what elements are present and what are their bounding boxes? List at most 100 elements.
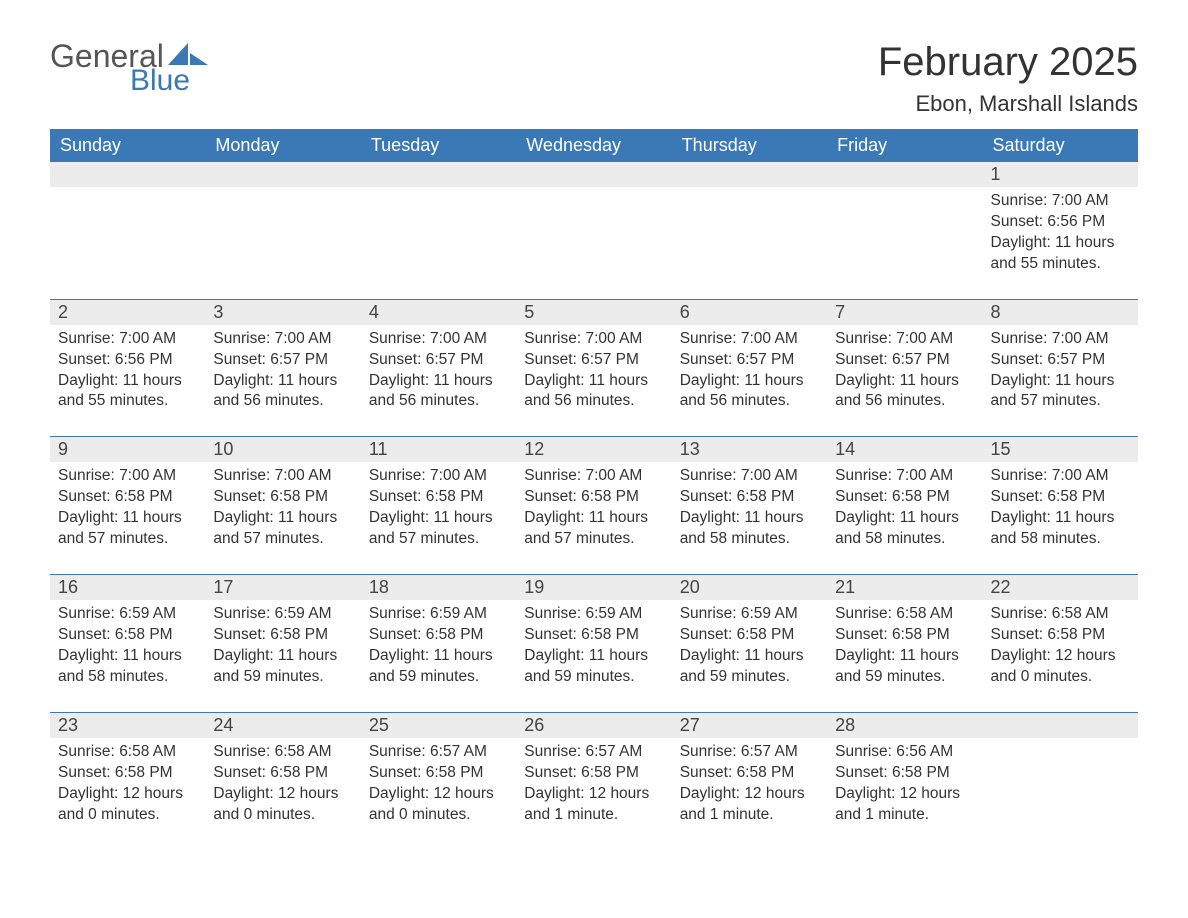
sunset-line: Sunset: 6:56 PM [991,212,1130,233]
day-number-cell: 10 [205,437,360,462]
header: General Blue February 2025 Ebon, Marshal… [50,40,1138,117]
month-title: February 2025 [878,40,1138,85]
daylight-label: Daylight: [524,647,584,664]
sunset-line: Sunset: 6:57 PM [835,350,974,371]
sunrise-line: Sunrise: 6:59 AM [369,604,508,625]
sunrise-value: 6:57 AM [430,743,487,760]
sunrise-value: 7:00 AM [430,330,487,347]
location: Ebon, Marshall Islands [878,91,1138,117]
sunrise-value: 7:00 AM [119,467,176,484]
week-head-row: 2345678 [50,300,1138,325]
daylight-line: Daylight: 11 hours and 59 minutes. [369,646,508,688]
sunrise-line: Sunrise: 7:00 AM [58,466,197,487]
sunset-value: 6:58 PM [737,626,795,643]
sunset-line: Sunset: 6:58 PM [835,487,974,508]
day-number-cell [50,162,205,187]
day-detail-cell: Sunrise: 6:58 AMSunset: 6:58 PMDaylight:… [50,738,205,850]
sunset-line: Sunset: 6:57 PM [680,350,819,371]
sunrise-value: 7:00 AM [741,467,798,484]
daylight-line: Daylight: 11 hours and 57 minutes. [991,371,1130,413]
sunset-line: Sunset: 6:58 PM [213,487,352,508]
day-detail-cell [672,187,827,299]
sunset-label: Sunset: [213,351,266,368]
day-detail-cell: Sunrise: 6:59 AMSunset: 6:58 PMDaylight:… [361,600,516,712]
daylight-line: Daylight: 11 hours and 58 minutes. [680,508,819,550]
day-detail-cell [827,187,982,299]
sunset-label: Sunset: [369,351,422,368]
dayname-saturday: Saturday [983,129,1138,162]
sunrise-label: Sunrise: [991,467,1048,484]
week-body-row: Sunrise: 6:59 AM Sunset: 6:58 PM Daylight:… [50,600,1138,712]
sunrise-value: 6:56 AM [896,743,953,760]
sunset-label: Sunset: [835,764,888,781]
daylight-label: Daylight: [369,509,429,526]
sunrise-label: Sunrise: [680,467,737,484]
sunset-value: 6:57 PM [581,351,639,368]
day-detail-cell [983,738,1138,850]
sunrise-line: Sunrise: 7:00 AM [213,466,352,487]
sunrise-value: 7:00 AM [1052,330,1109,347]
sunrise-label: Sunrise: [213,330,270,347]
sunrise-label: Sunrise: [524,743,581,760]
sunset-label: Sunset: [680,626,733,643]
daylight-label: Daylight: [58,647,118,664]
calendar-table: SundayMondayTuesdayWednesdayThursdayFrid… [50,129,1138,849]
daylight-label: Daylight: [991,647,1051,664]
sunrise-value: 7:00 AM [1052,467,1109,484]
sunrise-value: 6:59 AM [585,605,642,622]
sunset-value: 6:58 PM [737,764,795,781]
day-detail-cell: Sunrise: 7:00 AMSunset: 6:57 PMDaylight:… [827,325,982,437]
sunrise-line: Sunrise: 7:00 AM [524,329,663,350]
daylight-line: Daylight: 11 hours and 57 minutes. [58,508,197,550]
week-head-row: 9101112131415 [50,437,1138,462]
sunrise-label: Sunrise: [524,330,581,347]
day-detail-cell: Sunrise: 6:57 AMSunset: 6:58 PMDaylight:… [516,738,671,850]
sunrise-line: Sunrise: 7:00 AM [835,329,974,350]
daylight-label: Daylight: [58,785,118,802]
sunrise-line: Sunrise: 7:00 AM [991,191,1130,212]
sunset-value: 6:56 PM [1047,213,1105,230]
daylight-line: Daylight: 12 hours and 1 minute. [680,784,819,826]
sunset-value: 6:58 PM [1047,626,1105,643]
sunset-value: 6:57 PM [737,351,795,368]
sunset-value: 6:58 PM [581,488,639,505]
sunset-value: 6:56 PM [115,351,173,368]
sunset-value: 6:58 PM [270,764,328,781]
day-detail-cell: Sunrise: 7:00 AMSunset: 6:56 PMDaylight:… [983,187,1138,299]
sunset-value: 6:57 PM [892,351,950,368]
day-number-cell [827,162,982,187]
sunset-label: Sunset: [524,488,577,505]
sunset-value: 6:58 PM [115,764,173,781]
sunset-value: 6:57 PM [426,351,484,368]
sunrise-line: Sunrise: 6:58 AM [58,742,197,763]
sunrise-label: Sunrise: [991,192,1048,209]
sunrise-label: Sunrise: [58,605,115,622]
sunrise-label: Sunrise: [58,743,115,760]
day-detail-cell: Sunrise: 6:59 AMSunset: 6:58 PMDaylight:… [672,600,827,712]
sunrise-label: Sunrise: [680,743,737,760]
sunset-value: 6:58 PM [426,488,484,505]
sunrise-line: Sunrise: 7:00 AM [369,329,508,350]
sunrise-label: Sunrise: [58,330,115,347]
sunrise-line: Sunrise: 7:00 AM [680,466,819,487]
sunrise-value: 6:57 AM [585,743,642,760]
day-number-cell: 28 [827,713,982,738]
daylight-label: Daylight: [991,509,1051,526]
day-number-cell: 1 [983,162,1138,187]
day-detail-cell: Sunrise: 7:00 AMSunset: 6:58 PMDaylight:… [205,462,360,574]
day-detail-cell: Sunrise: 7:00 AMSunset: 6:58 PMDaylight:… [827,462,982,574]
day-detail-cell: Sunrise: 6:57 AMSunset: 6:58 PMDaylight:… [672,738,827,850]
sunset-value: 6:58 PM [426,764,484,781]
sunset-line: Sunset: 6:57 PM [369,350,508,371]
daylight-line: Daylight: 11 hours and 59 minutes. [213,646,352,688]
sunset-line: Sunset: 6:58 PM [835,763,974,784]
sunset-label: Sunset: [991,213,1044,230]
sunrise-label: Sunrise: [680,330,737,347]
daylight-line: Daylight: 12 hours and 0 minutes. [58,784,197,826]
dayname-row: SundayMondayTuesdayWednesdayThursdayFrid… [50,129,1138,162]
sunrise-value: 6:59 AM [275,605,332,622]
sunrise-label: Sunrise: [369,467,426,484]
sunset-line: Sunset: 6:58 PM [680,625,819,646]
daylight-line: Daylight: 11 hours and 57 minutes. [524,508,663,550]
title-block: February 2025 Ebon, Marshall Islands [878,40,1138,117]
